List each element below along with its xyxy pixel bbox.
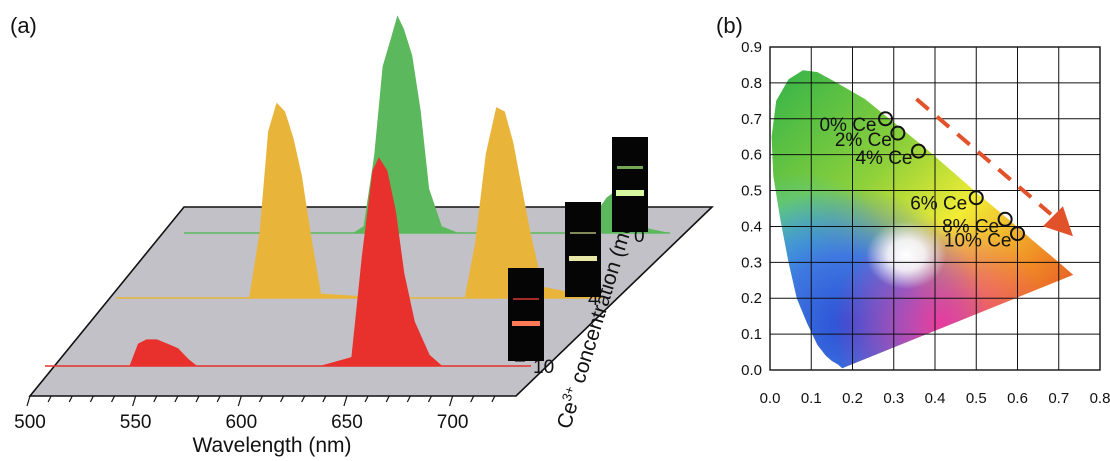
x-tick-label: 0.2 bbox=[842, 390, 863, 407]
panel-a: (a) 500 550 600 650 700 0 4 10 Wavelength (nm)… bbox=[10, 13, 714, 457]
x-tick-mark bbox=[343, 395, 348, 407]
y-tick-label: 0.5 bbox=[741, 183, 762, 200]
x-tick-label: 0.8 bbox=[1090, 390, 1110, 407]
ce-point-label: 4% Ce bbox=[855, 148, 912, 169]
y-tick-label: 0.2 bbox=[741, 290, 762, 307]
y-tick-label: 0.3 bbox=[741, 254, 762, 271]
x-tick-mark bbox=[427, 395, 433, 403]
trend-arrow bbox=[915, 97, 1073, 237]
x-tick-mark bbox=[470, 395, 475, 403]
x-tick-mark bbox=[132, 395, 137, 407]
x-tick-mark bbox=[26, 395, 31, 407]
x-tick-mark bbox=[385, 395, 390, 403]
ce-point-label: 0% Ce bbox=[819, 115, 876, 136]
cie-gamut bbox=[771, 70, 1074, 369]
x-tick-mark bbox=[195, 395, 200, 403]
y-tick-label: 0.9 bbox=[741, 39, 762, 56]
ce-point-label: 8% Ce bbox=[942, 216, 999, 237]
ce-point bbox=[1010, 226, 1025, 242]
x-tick-mark bbox=[491, 395, 496, 403]
y-tick-label: 0.0 bbox=[741, 362, 762, 379]
x-tick-label: 0.1 bbox=[801, 390, 822, 407]
y-tick-label: 0.4 bbox=[741, 218, 762, 235]
spectra bbox=[45, 15, 670, 366]
ce-point bbox=[997, 211, 1013, 227]
x-tick-mark bbox=[258, 395, 263, 403]
x-tick-label: 600 bbox=[225, 412, 257, 433]
plot-frame bbox=[769, 46, 1101, 371]
x-tick-label: 0.6 bbox=[1007, 390, 1028, 407]
x-tick-mark bbox=[280, 395, 285, 403]
x-tick-label: 0.7 bbox=[1048, 390, 1069, 407]
x-tick-mark bbox=[406, 395, 411, 403]
y-tick-label: 0.1 bbox=[741, 326, 762, 343]
trend-arrow-head bbox=[1042, 206, 1073, 237]
spectrum-series-10 bbox=[45, 157, 531, 366]
x-tick-mark bbox=[153, 395, 158, 403]
x-tick-mark bbox=[47, 395, 52, 403]
x-tick-label: 0.5 bbox=[966, 390, 987, 407]
y-tick-label: 0.7 bbox=[741, 111, 762, 128]
spectrum-series-0 bbox=[310, 15, 670, 234]
y-tick-label: 0.8 bbox=[741, 75, 762, 92]
x-tick-mark bbox=[237, 395, 242, 407]
x-tick-mark bbox=[110, 395, 116, 403]
panel-a-label: (a) bbox=[10, 13, 37, 38]
x-tick-label: 700 bbox=[437, 412, 469, 433]
x-tick-label: 0.4 bbox=[925, 390, 946, 407]
grid bbox=[769, 46, 1101, 371]
x-tick-label: 550 bbox=[120, 412, 152, 433]
sample-photo-10 bbox=[508, 268, 544, 361]
x-axis-title: Wavelength (nm) bbox=[192, 434, 351, 457]
sample-photo-0 bbox=[612, 137, 648, 232]
x-axis: 500 550 600 650 700 bbox=[14, 395, 496, 433]
x-tick-label: 650 bbox=[331, 412, 363, 433]
axes: 0.0 0.1 0.2 0.3 0.4 0.5 0.6 0.7 0.8 0.0 0.1 0.2 0.3 0… bbox=[741, 39, 1110, 407]
ce-point-label: 10% Ce bbox=[944, 231, 1012, 252]
x-tick-mark bbox=[89, 395, 94, 403]
y-tick-label: 0.6 bbox=[741, 147, 762, 164]
sample-photo-4 bbox=[565, 202, 601, 297]
z-tick-label: 0 bbox=[634, 226, 645, 247]
x-tick-mark bbox=[68, 395, 73, 403]
x-tick-mark bbox=[322, 395, 327, 403]
x-tick-mark bbox=[364, 395, 369, 403]
ce-point bbox=[911, 143, 926, 159]
x-tick-mark bbox=[449, 395, 454, 407]
z-tick-label: 4 bbox=[588, 289, 599, 310]
panel-b: (b) 0.0 0.1 0.2 0.3 0.4 0.5 0.6 0.7 0.8 0.0 0.1 0.2… bbox=[716, 13, 1110, 407]
ce-point bbox=[878, 111, 893, 127]
x-tick-label: 0.0 bbox=[760, 390, 781, 407]
x-tick-mark bbox=[301, 395, 306, 403]
ce-point-label: 6% Ce bbox=[910, 194, 967, 215]
x-tick-label: 500 bbox=[14, 412, 46, 433]
x-tick-label: 0.3 bbox=[883, 390, 904, 407]
x-tick-mark bbox=[216, 395, 221, 403]
spectrum-series-4 bbox=[179, 102, 603, 298]
ce-point bbox=[968, 190, 984, 206]
trend-arrow-shaft bbox=[915, 97, 1053, 216]
x-tick-mark bbox=[174, 395, 179, 403]
z-tick-label: 10 bbox=[533, 357, 554, 378]
ce-point-label: 2% Ce bbox=[835, 130, 892, 151]
ce-point bbox=[890, 125, 906, 141]
panel-b-label: (b) bbox=[716, 13, 743, 38]
